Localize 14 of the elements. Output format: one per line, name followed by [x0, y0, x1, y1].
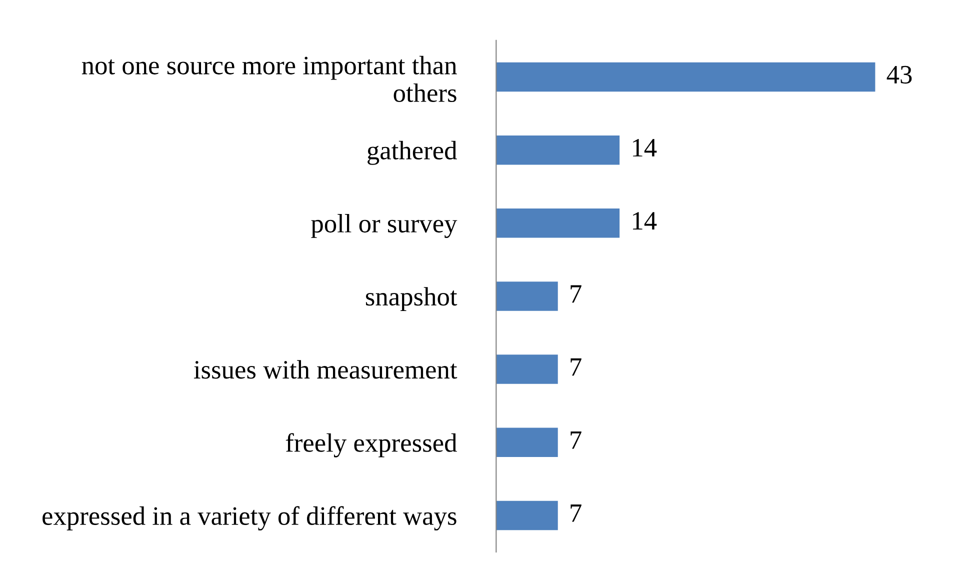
- y-tick-label: poll or survey: [311, 214, 458, 238]
- data-label: 7: [570, 504, 582, 522]
- y-tick-label: freely expressed: [286, 433, 457, 458]
- data-label: 14: [633, 212, 657, 230]
- y-tick-label: issues with measurement: [194, 360, 458, 379]
- y-tick-label: not one source more important than others: [82, 56, 457, 102]
- y-tick-label: snapshot: [366, 287, 458, 311]
- data-label: 7: [570, 431, 582, 449]
- y-tick-label: gathered: [368, 140, 457, 165]
- data-label: 43: [886, 66, 912, 84]
- data-label: 14: [633, 139, 657, 156]
- data-label: 7: [570, 285, 582, 303]
- data-label: 7: [570, 358, 582, 376]
- y-tick-label: expressed in a variety of different ways: [42, 506, 456, 530]
